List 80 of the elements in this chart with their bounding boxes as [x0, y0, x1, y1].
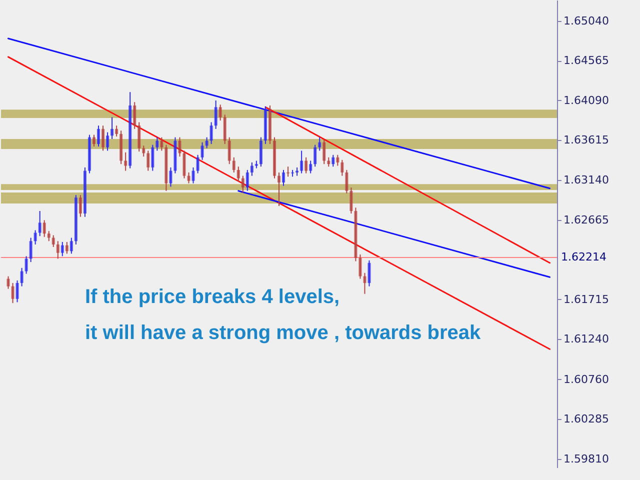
ref-line-label: 1.62214 [561, 250, 606, 264]
y-tick-label: 1.59810 [564, 452, 609, 466]
candlestick [146, 150, 150, 172]
candlestick [110, 116, 114, 140]
candlestick [178, 136, 182, 158]
y-tick-label: 1.64090 [564, 94, 609, 107]
y-tick-label: 1.65040 [564, 14, 609, 28]
candlestick [142, 145, 146, 158]
candlestick [304, 156, 308, 174]
y-tick-label: 1.61715 [564, 292, 609, 306]
candlestick [65, 241, 68, 254]
candlestick [223, 114, 226, 144]
candlestick [210, 122, 213, 144]
y-tick-label: 1.62665 [564, 213, 609, 226]
candlestick [300, 150, 304, 174]
candlestick [322, 139, 326, 165]
candlestick [97, 125, 100, 148]
candlestick [20, 267, 24, 287]
candlestick [205, 136, 208, 149]
candlestick [259, 136, 262, 168]
candlestick [192, 166, 195, 184]
candlestick [278, 172, 280, 206]
candlestick [336, 154, 340, 166]
candlestick [52, 234, 55, 248]
y-tick-label: 1.64565 [564, 54, 609, 68]
candlestick [200, 142, 204, 160]
candlestick [156, 136, 159, 152]
candlestick [218, 104, 222, 122]
candlestick [282, 169, 286, 186]
candlestick [327, 156, 330, 168]
candlestick [250, 162, 254, 176]
candlestick [70, 237, 73, 254]
candlestick [11, 282, 14, 304]
candlestick [106, 132, 110, 152]
candlestick [47, 230, 50, 242]
candlestick [236, 166, 240, 182]
candlestick [78, 194, 82, 218]
candlestick [160, 136, 164, 152]
annotation: If the price breaks 4 levels, it will have a strong move , towards break [85, 286, 482, 344]
candlestick [214, 100, 218, 130]
candlestick [286, 166, 290, 178]
candlestick [60, 241, 64, 257]
candlestick [350, 187, 353, 214]
y-tick-label: 1.60285 [564, 412, 609, 426]
y-tick-label: 1.60760 [564, 372, 609, 386]
y-tick-label: 1.63140 [564, 174, 609, 186]
candlestick [138, 122, 141, 152]
candlestick [246, 169, 249, 192]
candlestick [124, 152, 128, 172]
candlestick [187, 172, 190, 184]
candlestick [232, 156, 236, 173]
candlestick [363, 272, 366, 294]
candlestick [309, 160, 312, 174]
candlestick [182, 150, 186, 179]
y-tick-label: 1.61240 [564, 332, 609, 346]
candlestick [368, 260, 371, 287]
candlestick [314, 144, 317, 168]
y-tick-label: 1.63615 [564, 134, 609, 147]
candlestick [332, 154, 335, 168]
candlestick [29, 237, 32, 263]
candlestick [318, 136, 322, 152]
candlestick [42, 220, 46, 238]
candlestick [358, 254, 362, 280]
candlestick [102, 125, 105, 152]
candlestick [56, 240, 60, 260]
candlestick [16, 280, 19, 303]
candlestick [38, 210, 42, 237]
candlestick [151, 144, 154, 172]
candlestick [345, 169, 348, 194]
candlestick [24, 256, 28, 274]
candlestick [6, 276, 10, 290]
candlestick [34, 230, 37, 245]
candlestick [92, 134, 96, 148]
candlestick [115, 125, 118, 137]
candlestick [241, 175, 244, 194]
candlestick [196, 154, 200, 174]
candlestick [228, 136, 231, 165]
candlestick [169, 166, 172, 188]
candlestick [340, 159, 344, 176]
candlestick [133, 102, 136, 130]
